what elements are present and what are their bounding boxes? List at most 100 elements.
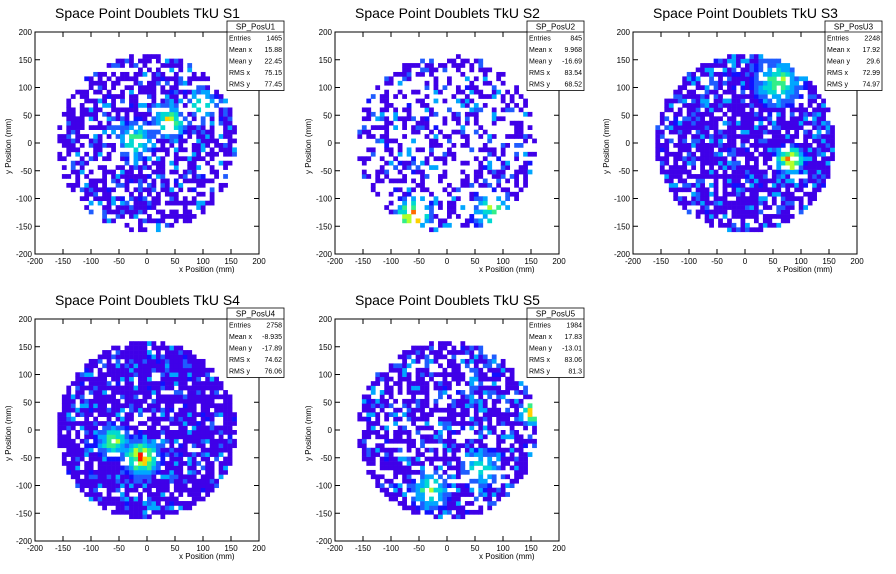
x-tick-label: -100 bbox=[681, 257, 698, 266]
histogram-panel: Space Point Doublets TkU S2-200 -150 -100-… bbox=[304, 5, 585, 274]
histogram-bin bbox=[780, 205, 786, 210]
histogram-bin bbox=[129, 376, 134, 382]
histogram-bin bbox=[155, 381, 161, 386]
histogram-bin bbox=[659, 147, 665, 153]
histogram-bin bbox=[124, 478, 130, 484]
histogram-bin bbox=[500, 358, 506, 364]
histogram-bin bbox=[120, 174, 125, 179]
histogram-bin bbox=[187, 178, 193, 184]
x-tick-label: -50 bbox=[113, 544, 125, 553]
histogram-bin bbox=[767, 85, 773, 91]
histogram-bin bbox=[433, 165, 439, 170]
histogram-bin bbox=[677, 165, 683, 170]
histogram-bin bbox=[187, 98, 193, 104]
histogram-bin bbox=[451, 58, 457, 64]
histogram-bin bbox=[155, 129, 161, 135]
histogram-bin bbox=[160, 505, 166, 511]
histogram-bin bbox=[406, 403, 412, 409]
histogram-bin bbox=[164, 367, 170, 373]
histogram-bin bbox=[487, 390, 493, 395]
histogram-bin bbox=[523, 390, 528, 395]
histogram-bin bbox=[776, 111, 782, 117]
x-tick-label: 0 bbox=[445, 544, 450, 553]
histogram-bin bbox=[473, 222, 479, 228]
histogram-bin bbox=[478, 492, 484, 497]
histogram-bin bbox=[160, 376, 166, 382]
histogram-bin bbox=[771, 107, 777, 113]
histogram-bin bbox=[464, 469, 470, 475]
histogram-bin bbox=[388, 403, 394, 409]
histogram-bin bbox=[438, 487, 443, 493]
histogram-bin bbox=[209, 412, 215, 417]
histogram-bin bbox=[111, 421, 116, 426]
histogram-bin bbox=[478, 350, 484, 355]
histogram-bin bbox=[677, 134, 683, 139]
histogram-bin bbox=[84, 434, 90, 440]
histogram-bin bbox=[429, 218, 434, 224]
histogram-bin bbox=[133, 107, 139, 113]
histogram-bin bbox=[151, 76, 157, 82]
histogram-bins bbox=[357, 54, 537, 233]
histogram-bin bbox=[473, 85, 479, 91]
histogram-bin bbox=[138, 358, 143, 364]
histogram-bin bbox=[447, 438, 452, 444]
histogram-bin bbox=[124, 76, 130, 82]
histogram-bin bbox=[451, 345, 457, 351]
histogram-bin bbox=[460, 407, 466, 413]
histogram-bin bbox=[129, 63, 134, 68]
histogram-bin bbox=[442, 367, 448, 373]
histogram-bin bbox=[509, 434, 515, 440]
histogram-bin bbox=[464, 509, 470, 515]
histogram-bin bbox=[120, 469, 125, 475]
histogram-bin bbox=[807, 134, 813, 139]
histogram-bin bbox=[442, 151, 448, 157]
histogram-bin bbox=[753, 98, 759, 104]
histogram-bin bbox=[205, 178, 211, 184]
histogram-bin bbox=[70, 447, 76, 453]
histogram-bin bbox=[776, 129, 782, 135]
y-tick-label: 0 bbox=[28, 139, 33, 148]
histogram-bin bbox=[160, 381, 166, 386]
histogram-bin bbox=[523, 160, 528, 166]
histogram-bin bbox=[147, 147, 152, 153]
histogram-bin bbox=[88, 111, 94, 117]
histogram-bin bbox=[196, 85, 202, 91]
histogram-bin bbox=[469, 398, 475, 404]
histogram-bin bbox=[173, 209, 179, 215]
histogram-bin bbox=[75, 456, 81, 462]
histogram-bin bbox=[789, 80, 795, 86]
histogram-bin bbox=[75, 385, 81, 391]
histogram-bin bbox=[473, 218, 479, 224]
histogram-bin bbox=[411, 407, 416, 413]
histogram-bin bbox=[138, 174, 143, 179]
histogram-bin bbox=[682, 178, 688, 184]
histogram-bin bbox=[205, 138, 211, 144]
histogram-bin bbox=[424, 447, 430, 453]
histogram-bin bbox=[133, 80, 139, 86]
histogram-bin bbox=[214, 138, 219, 144]
histogram-bin bbox=[487, 160, 493, 166]
histogram-bin bbox=[129, 447, 134, 453]
histogram-bin bbox=[106, 425, 112, 431]
histogram-bin bbox=[205, 367, 211, 373]
histogram-bin bbox=[713, 191, 719, 197]
histogram-bin bbox=[727, 178, 732, 184]
histogram-bin bbox=[478, 169, 484, 175]
histogram-bin bbox=[227, 125, 233, 130]
histogram-bin bbox=[379, 107, 385, 113]
histogram-bin bbox=[487, 138, 493, 144]
histogram-bin bbox=[469, 394, 475, 400]
histogram-bin bbox=[138, 461, 143, 466]
stats-label: RMS x bbox=[529, 357, 551, 364]
histogram-bin bbox=[138, 143, 143, 148]
histogram-bin bbox=[415, 385, 421, 391]
histogram-bin bbox=[478, 385, 484, 391]
histogram-bin bbox=[700, 71, 705, 77]
histogram-bin bbox=[442, 385, 448, 391]
histogram-bin bbox=[151, 412, 157, 417]
histogram-bin bbox=[182, 103, 188, 108]
histogram-bin bbox=[147, 156, 152, 162]
histogram-bin bbox=[182, 381, 188, 386]
